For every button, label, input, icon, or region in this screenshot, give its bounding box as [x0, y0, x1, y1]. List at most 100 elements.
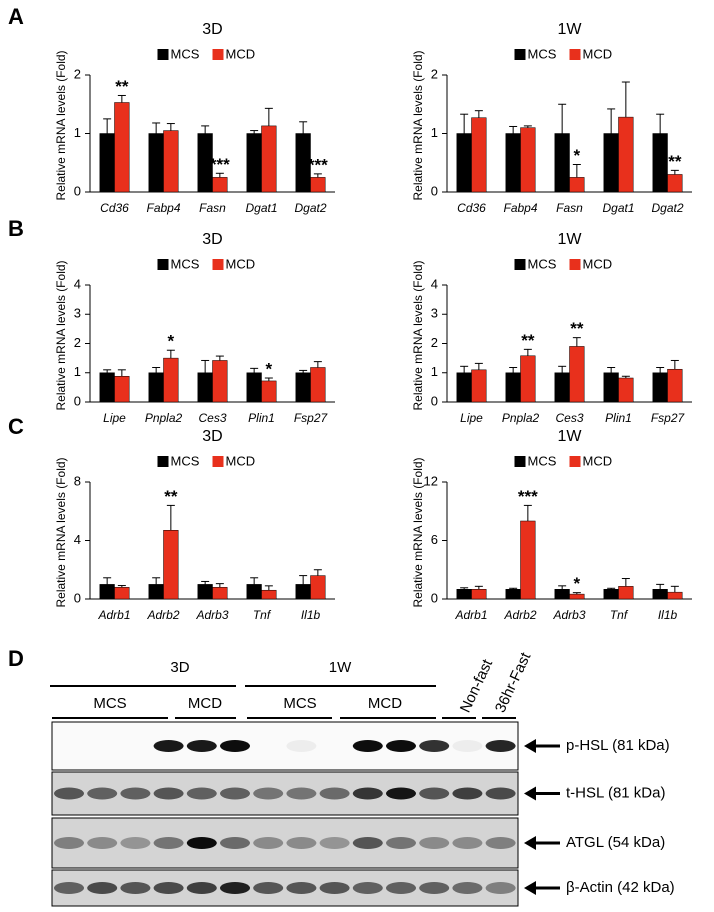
- bar: [148, 584, 164, 600]
- band: [352, 837, 383, 849]
- error-bar: [166, 349, 175, 359]
- significance: **: [115, 77, 129, 96]
- legend-swatch: [569, 49, 581, 60]
- band: [153, 882, 184, 894]
- bar: [667, 591, 683, 600]
- x-tick-label: Plin1: [605, 411, 632, 425]
- bar: [197, 584, 213, 600]
- band: [220, 787, 250, 800]
- error-bar: [621, 578, 630, 587]
- error-bar: [103, 118, 112, 134]
- blot-subgroup: MCD: [188, 695, 222, 712]
- legend-swatch: [157, 456, 169, 467]
- bar: [246, 372, 262, 403]
- legend-label: MCS: [171, 256, 200, 271]
- bar: [114, 102, 130, 193]
- x-tick-label: Fabp4: [503, 201, 537, 215]
- bar: [261, 380, 277, 403]
- band: [286, 787, 317, 800]
- error-bar: [264, 377, 273, 381]
- y-tick-label: 2: [74, 66, 81, 81]
- y-tick-label: 3: [74, 306, 81, 321]
- y-tick-label: 0: [431, 590, 438, 605]
- x-tick-label: Adrb1: [454, 608, 487, 622]
- band: [485, 787, 516, 800]
- x-tick-label: Plin1: [248, 411, 275, 425]
- bar: [212, 587, 228, 600]
- bar: [212, 360, 228, 403]
- legend-swatch: [157, 49, 169, 60]
- error-bar: [117, 369, 126, 377]
- chart-title: 1W: [558, 428, 583, 445]
- legend-label: MCD: [226, 46, 256, 61]
- blot-label: ATGL (54 kDa): [566, 834, 665, 851]
- band: [419, 837, 450, 849]
- error-bar: [166, 123, 175, 131]
- y-tick-label: 3: [431, 306, 438, 321]
- x-tick-label: Tnf: [253, 608, 272, 622]
- error-bar: [460, 365, 469, 373]
- x-tick-label: Pnpla2: [502, 411, 540, 425]
- significance: **: [521, 331, 535, 350]
- y-tick-label: 2: [431, 66, 438, 81]
- arrow-head: [524, 836, 536, 850]
- blot-label: β-Actin (42 kDa): [566, 879, 675, 896]
- panel-label: A: [8, 4, 24, 29]
- significance: ***: [210, 155, 230, 174]
- y-tick-label: 8: [74, 473, 81, 488]
- bar: [505, 372, 521, 403]
- band: [87, 882, 118, 894]
- band: [452, 882, 483, 894]
- blot-subgroup: MCD: [368, 695, 402, 712]
- band: [452, 787, 483, 800]
- legend-label: MCD: [226, 256, 256, 271]
- significance: *: [574, 574, 581, 593]
- error-bar: [313, 173, 322, 178]
- y-axis-label: Relative mRNA levels (Fold): [54, 457, 68, 607]
- band: [286, 740, 317, 752]
- band: [54, 882, 84, 894]
- bar: [554, 133, 570, 193]
- panel-label: C: [8, 414, 24, 439]
- bar: [471, 589, 487, 600]
- x-tick-label: Ces3: [198, 411, 226, 425]
- band: [120, 882, 151, 894]
- y-axis-label: Relative mRNA levels (Fold): [54, 260, 68, 410]
- band: [319, 837, 350, 849]
- error-bar: [523, 348, 532, 356]
- legend-label: MCS: [528, 46, 557, 61]
- x-tick-label: Il1b: [658, 608, 678, 622]
- band: [186, 740, 217, 752]
- error-bar: [572, 337, 581, 347]
- x-tick-label: Fsp27: [294, 411, 329, 425]
- error-bar: [152, 366, 161, 373]
- bar: [603, 372, 619, 403]
- band: [319, 787, 350, 800]
- error-bar: [558, 365, 567, 373]
- legend-label: MCD: [583, 453, 613, 468]
- bar: [569, 593, 585, 600]
- blot: p-HSL (81 kDa) t-HSL (81 kDa) ATGL (54 kDa…: [51, 721, 675, 907]
- y-axis-label: Relative mRNA levels (Fold): [411, 50, 425, 200]
- legend-label: MCS: [171, 453, 200, 468]
- y-axis-label: Relative mRNA levels (Fold): [411, 457, 425, 607]
- x-tick-label: Fasn: [199, 201, 226, 215]
- bar: [520, 127, 536, 193]
- error-bar: [607, 587, 616, 590]
- bar: [471, 117, 487, 193]
- band: [386, 740, 416, 752]
- significance: *: [266, 359, 273, 378]
- error-bar: [607, 366, 616, 373]
- x-tick-label: Dgat1: [245, 201, 277, 215]
- error-bar: [201, 359, 210, 373]
- bar: [505, 589, 521, 600]
- bar: [99, 584, 115, 600]
- bar: [618, 377, 634, 403]
- bar: [471, 369, 487, 403]
- legend-label: MCD: [583, 46, 613, 61]
- error-bar: [670, 585, 679, 593]
- y-tick-label: 12: [424, 473, 438, 488]
- band: [286, 837, 317, 849]
- error-bar: [523, 504, 532, 521]
